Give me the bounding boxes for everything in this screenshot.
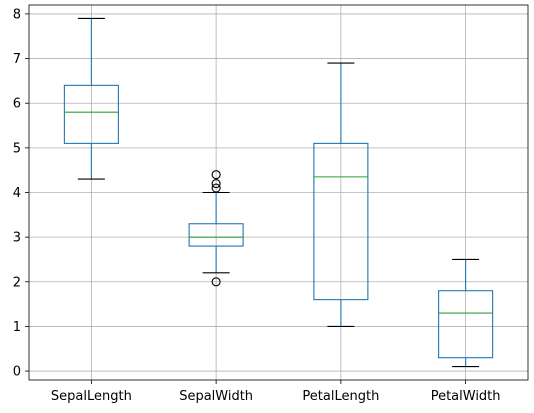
x-tick-label: PetalLength [302, 389, 379, 404]
x-tick-label: PetalWidth [431, 389, 501, 404]
y-tick-label: 3 [13, 231, 21, 246]
y-tick-label: 5 [13, 141, 21, 156]
y-tick-label: 2 [13, 275, 21, 290]
box-group [63, 17, 119, 180]
box-layer [63, 17, 494, 368]
y-tick-label: 6 [13, 97, 21, 112]
flier-point [211, 183, 221, 193]
iqr-box [438, 290, 494, 359]
iqr-box [188, 223, 244, 247]
y-tick-label: 1 [13, 320, 21, 335]
x-axis: SepalLength SepalWidth PetalLength PetalWid… [51, 380, 501, 404]
flier-point [211, 170, 221, 180]
iqr-box [313, 142, 369, 301]
y-axis: 0 1 2 3 4 5 6 7 8 [13, 7, 29, 380]
x-tick-label: SepalLength [51, 389, 132, 404]
flier-point [211, 277, 221, 287]
y-tick-label: 0 [13, 365, 21, 380]
box-group [313, 62, 369, 327]
y-tick-label: 7 [13, 52, 21, 67]
y-tick-label: 4 [13, 186, 21, 201]
box-group [188, 170, 244, 287]
x-tick-label: SepalWidth [179, 389, 253, 404]
iqr-box [63, 84, 119, 144]
box-group [438, 258, 494, 368]
y-tick-label: 8 [13, 7, 21, 22]
flier-point [211, 179, 221, 189]
